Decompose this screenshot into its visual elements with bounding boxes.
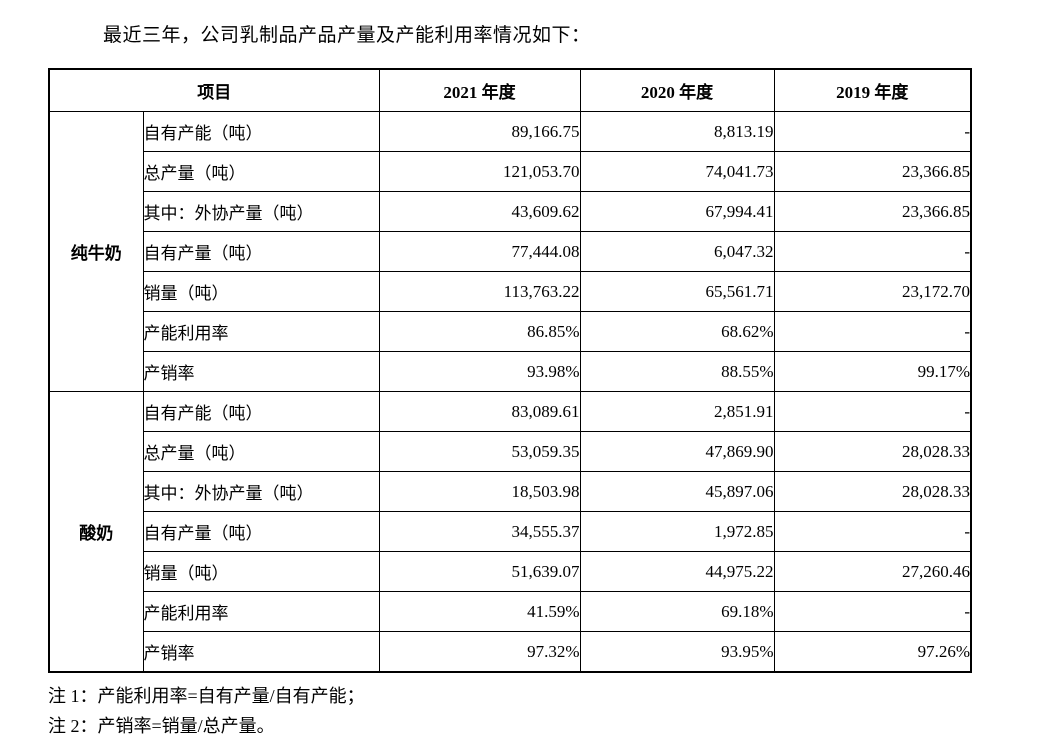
table-row: 酸奶 自有产能（吨） 83,089.61 2,851.91 - — [48, 391, 972, 673]
value-2020: 1,972.85 — [579, 511, 775, 552]
table-row: 产能利用率 86.85% 68.62% - — [49, 311, 972, 352]
row-label: 其中：外协产量（吨） — [142, 191, 380, 232]
row-label: 产销率 — [142, 351, 380, 392]
value-2019: - — [773, 311, 972, 352]
row-label: 产能利用率 — [142, 591, 380, 632]
value-2020: 2,851.91 — [579, 391, 775, 432]
value-2021: 43,609.62 — [378, 191, 581, 232]
table-header-row: 项目 2021 年度 2020 年度 2019 年度 — [48, 68, 972, 112]
row-label: 自有产量（吨） — [142, 511, 380, 552]
value-2021: 51,639.07 — [378, 551, 581, 592]
value-2019: - — [773, 231, 972, 272]
value-2019: 23,172.70 — [773, 271, 972, 312]
value-2020: 8,813.19 — [579, 111, 775, 152]
row-label: 其中：外协产量（吨） — [142, 471, 380, 512]
value-2020: 47,869.90 — [579, 431, 775, 472]
value-2021: 97.32% — [378, 631, 581, 673]
value-2021: 77,444.08 — [378, 231, 581, 272]
header-item: 项目 — [48, 68, 380, 112]
value-2019: - — [773, 111, 972, 152]
table-row: 产能利用率 41.59% 69.18% - — [49, 591, 972, 632]
value-2021: 121,053.70 — [378, 151, 581, 192]
row-label: 自有产能（吨） — [142, 391, 380, 432]
table-row: 销量（吨） 113,763.22 65,561.71 23,172.70 — [49, 271, 972, 312]
value-2019: 97.26% — [773, 631, 972, 673]
value-2020: 93.95% — [579, 631, 775, 673]
table-row: 自有产量（吨） 34,555.37 1,972.85 - — [49, 511, 972, 552]
group-label-milk: 纯牛奶 — [48, 111, 144, 392]
value-2021: 113,763.22 — [378, 271, 581, 312]
row-label: 销量（吨） — [142, 271, 380, 312]
value-2020: 68.62% — [579, 311, 775, 352]
value-2019: 99.17% — [773, 351, 972, 392]
table-row: 其中：外协产量（吨） 18,503.98 45,897.06 28,028.33 — [49, 471, 972, 512]
value-2021: 53,059.35 — [378, 431, 581, 472]
value-2019: 28,028.33 — [773, 431, 972, 472]
value-2020: 67,994.41 — [579, 191, 775, 232]
value-2021: 18,503.98 — [378, 471, 581, 512]
value-2020: 44,975.22 — [579, 551, 775, 592]
table-row: 销量（吨） 51,639.07 44,975.22 27,260.46 — [49, 551, 972, 592]
value-2019: 28,028.33 — [773, 471, 972, 512]
header-2019: 2019 年度 — [773, 68, 972, 112]
table-row: 产销率 97.32% 93.95% 97.26% — [49, 631, 972, 673]
row-label: 产销率 — [142, 631, 380, 673]
row-label: 销量（吨） — [142, 551, 380, 592]
table-row: 自有产量（吨） 77,444.08 6,047.32 - — [49, 231, 972, 272]
value-2021: 89,166.75 — [378, 111, 581, 152]
value-2020: 74,041.73 — [579, 151, 775, 192]
value-2021: 93.98% — [378, 351, 581, 392]
value-2020: 65,561.71 — [579, 271, 775, 312]
value-2019: 23,366.85 — [773, 191, 972, 232]
production-capacity-table: 项目 2021 年度 2020 年度 2019 年度 纯牛奶 自有产能（吨） 8… — [48, 68, 972, 673]
footnotes: 注 1：产能利用率=自有产量/自有产能； 注 2：产销率=销量/总产量。 — [48, 681, 365, 741]
value-2020: 69.18% — [579, 591, 775, 632]
footnote-2: 注 2：产销率=销量/总产量。 — [48, 716, 275, 736]
value-2020: 6,047.32 — [579, 231, 775, 272]
value-2021: 86.85% — [378, 311, 581, 352]
page-title: 最近三年，公司乳制品产品产量及产能利用率情况如下： — [103, 25, 591, 46]
table-row: 产销率 93.98% 88.55% 99.17% — [49, 351, 972, 392]
row-label: 自有产能（吨） — [142, 111, 380, 152]
row-label: 产能利用率 — [142, 311, 380, 352]
table-row: 纯牛奶 自有产能（吨） 89,166.75 8,813.19 - — [48, 111, 972, 392]
table-row: 其中：外协产量（吨） 43,609.62 67,994.41 23,366.85 — [49, 191, 972, 232]
row-label: 总产量（吨） — [142, 431, 380, 472]
value-2021: 34,555.37 — [378, 511, 581, 552]
table-row: 总产量（吨） 53,059.35 47,869.90 28,028.33 — [49, 431, 972, 472]
value-2019: - — [773, 391, 972, 432]
value-2021: 83,089.61 — [378, 391, 581, 432]
value-2019: - — [773, 591, 972, 632]
footnote-1: 注 1：产能利用率=自有产量/自有产能； — [48, 686, 365, 706]
table-row: 总产量（吨） 121,053.70 74,041.73 23,366.85 — [49, 151, 972, 192]
header-2021: 2021 年度 — [378, 68, 581, 112]
group-label-yogurt: 酸奶 — [48, 391, 144, 673]
value-2020: 88.55% — [579, 351, 775, 392]
value-2019: 27,260.46 — [773, 551, 972, 592]
value-2019: - — [773, 511, 972, 552]
row-label: 总产量（吨） — [142, 151, 380, 192]
value-2021: 41.59% — [378, 591, 581, 632]
value-2020: 45,897.06 — [579, 471, 775, 512]
row-label: 自有产量（吨） — [142, 231, 380, 272]
header-2020: 2020 年度 — [579, 68, 775, 112]
value-2019: 23,366.85 — [773, 151, 972, 192]
